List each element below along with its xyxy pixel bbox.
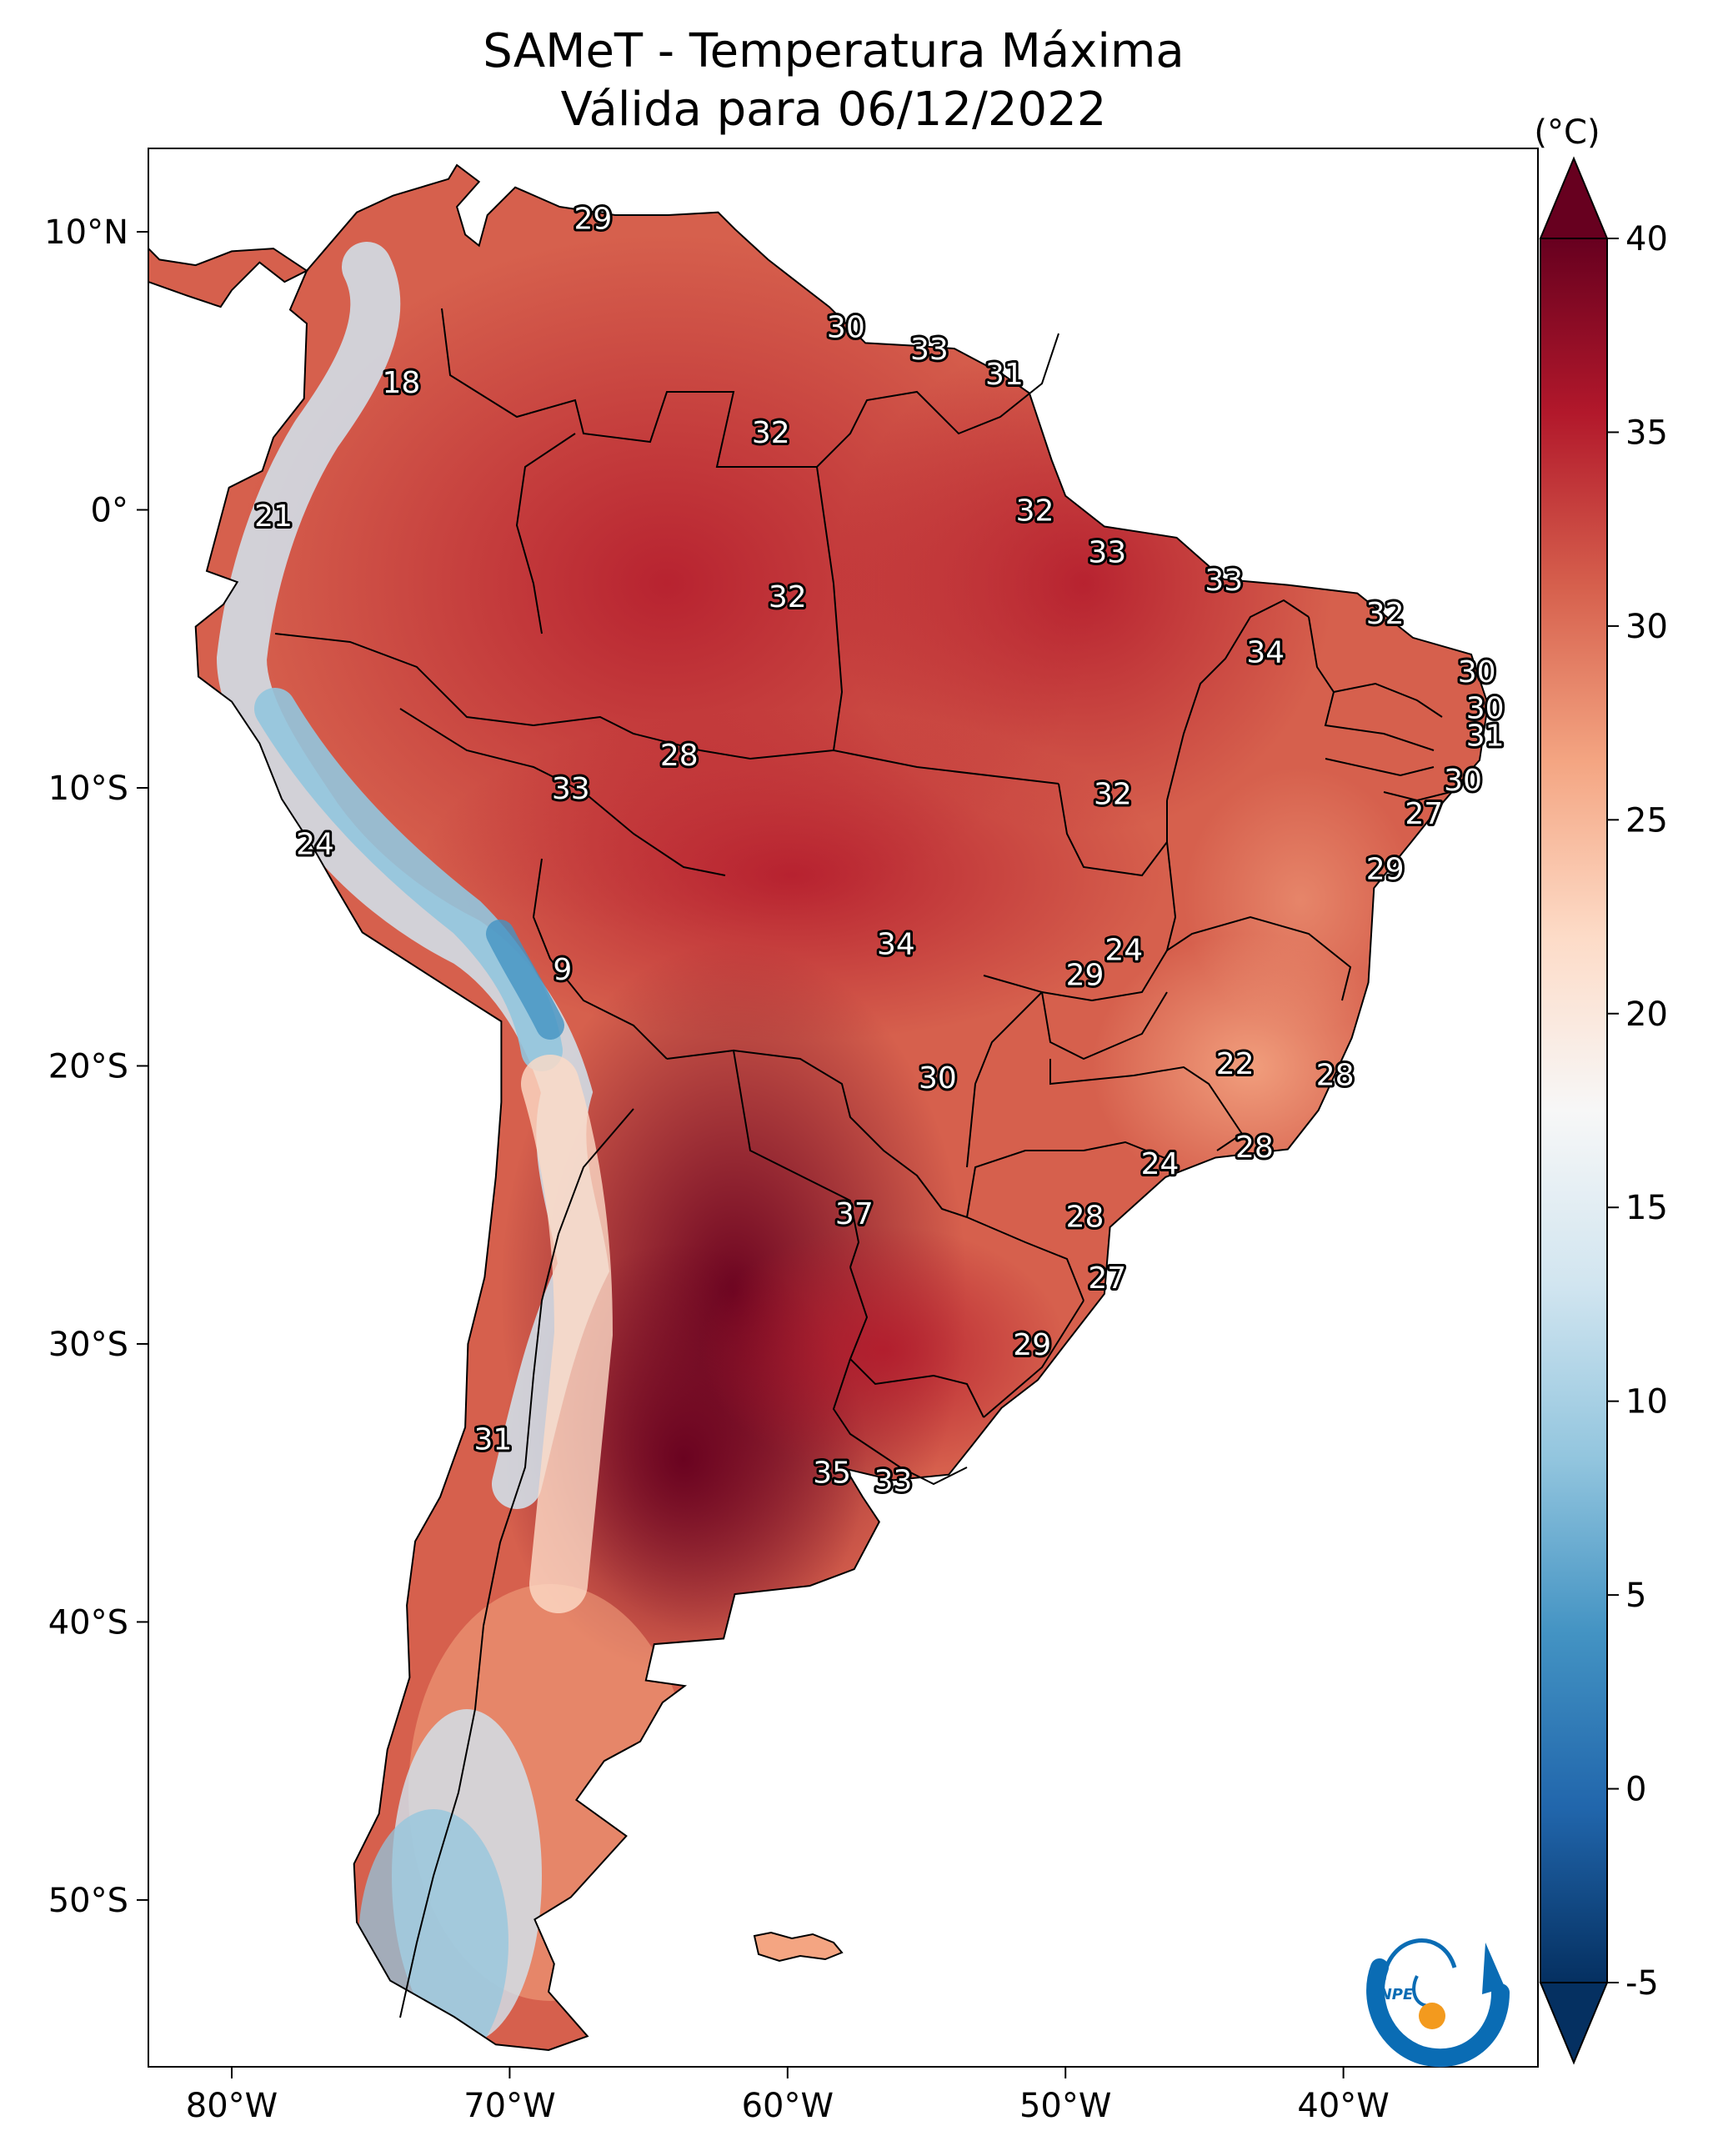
city-temperature-label: 32 [769,580,807,614]
city-temperature-label: 32 [1366,597,1405,631]
logo-text: INPE [1374,1986,1414,2003]
longitude-axis: 80°W 70°W 60°W 50°W 40°W [186,2067,1390,2125]
city-temperature-label: 33 [1088,536,1126,570]
city-temperature-label: 28 [1066,1201,1104,1235]
inpe-logo: INPE [1366,1938,1510,2068]
falkland-islands [753,1931,844,1963]
city-temperature-label: 30 [1444,764,1482,798]
lon-tick-label: 40°W [1297,2087,1389,2125]
city-temperature-label: 24 [1141,1147,1180,1181]
lon-tick-label: 50°W [1019,2087,1111,2125]
colorbar-min-extend [1539,1982,1609,2065]
lat-tick-label: 10°S [48,770,128,808]
colorbar-tick-label: 10 [1625,1383,1668,1421]
city-temperature-label: 22 [1216,1047,1255,1081]
city-temperature-label: 29 [1013,1328,1051,1362]
latitude-axis: 10°N 0° 10°S 20°S 30°S 40°S 50°S [44,213,148,1920]
city-temperature-label: 30 [1458,655,1496,689]
lon-tick-label: 60°W [742,2087,834,2125]
city-temperature-label: 28 [1235,1131,1274,1165]
city-temperature-label: 32 [1094,778,1132,812]
city-temperature-label: 32 [1016,494,1054,529]
city-temperature-label: 18 [382,366,420,400]
colorbar: (°C) 40 35 30 25 20 15 10 5 0 -5 [1534,113,1668,2065]
colorbar-tick-label: 15 [1625,1189,1668,1227]
lat-tick-label: 50°S [48,1882,128,1920]
city-temperature-label: 29 [574,202,613,236]
lat-tick-label: 30°S [48,1326,128,1364]
city-temperature-label: 30 [1466,691,1505,725]
city-temperature-label: 29 [1366,853,1405,887]
city-temperature-label: 31 [474,1422,513,1457]
city-temperature-label: 33 [874,1464,913,1498]
colorbar-tick-label: 40 [1625,220,1668,258]
city-temperature-label: 37 [835,1197,874,1231]
city-temperature-label: 35 [813,1456,851,1490]
map-frame [148,148,1539,2068]
city-temperature-label: 33 [910,333,949,367]
city-temperature-label: 30 [919,1061,957,1096]
lat-tick-label: 10°N [44,213,128,252]
city-temperature-label: 31 [1466,720,1505,754]
city-temperature-label: 27 [1088,1261,1126,1296]
colorbar-max-extend [1539,156,1609,239]
lat-tick-label: 40°S [48,1603,128,1642]
colorbar-tick-label: 5 [1625,1577,1646,1615]
lat-tick-label: 0° [91,492,128,530]
city-temperature-label: 21 [254,499,293,534]
city-temperature-label: 30 [827,310,865,344]
city-temperature-label: 28 [660,739,699,773]
city-temperature-label: 33 [1205,564,1243,598]
political-borders [274,308,1451,2018]
city-temperature-label: 27 [1405,797,1443,831]
map-subtitle: Válida para 06/12/2022 [561,83,1107,137]
colorbar-unit: (°C) [1534,113,1600,152]
city-temperature-label: 24 [1104,933,1143,967]
lat-tick-label: 20°S [48,1047,128,1086]
city-temperature-label: 24 [296,828,334,862]
lon-tick-label: 80°W [186,2087,278,2125]
city-temperature-label: 32 [752,416,790,450]
map-title: SAMeT - Temperatura Máxima [483,24,1185,78]
city-temperature-label: 34 [877,928,915,962]
city-temperature-label: 34 [1246,636,1285,670]
colorbar-tick-label: 30 [1625,608,1668,646]
colorbar-tick-label: 35 [1625,414,1668,452]
city-temperature-label: 9 [553,953,572,987]
colorbar-tick-label: 0 [1625,1771,1646,1809]
logo-orange-dot [1419,2003,1445,2029]
city-temperature-label: 33 [552,772,590,806]
colorbar-tick-label: -5 [1625,1964,1659,2003]
colorbar-tick-label: 25 [1625,801,1668,840]
city-temperature-label: 31 [985,358,1024,392]
colorbar-ticks: 40 35 30 25 20 15 10 5 0 -5 [1607,220,1668,2003]
colorbar-tick-label: 20 [1625,995,1668,1034]
lon-tick-label: 70°W [463,2087,555,2125]
city-temperature-label: 29 [1066,958,1104,992]
colorbar-scale [1540,238,1608,1983]
city-temperature-label: 28 [1316,1058,1355,1092]
